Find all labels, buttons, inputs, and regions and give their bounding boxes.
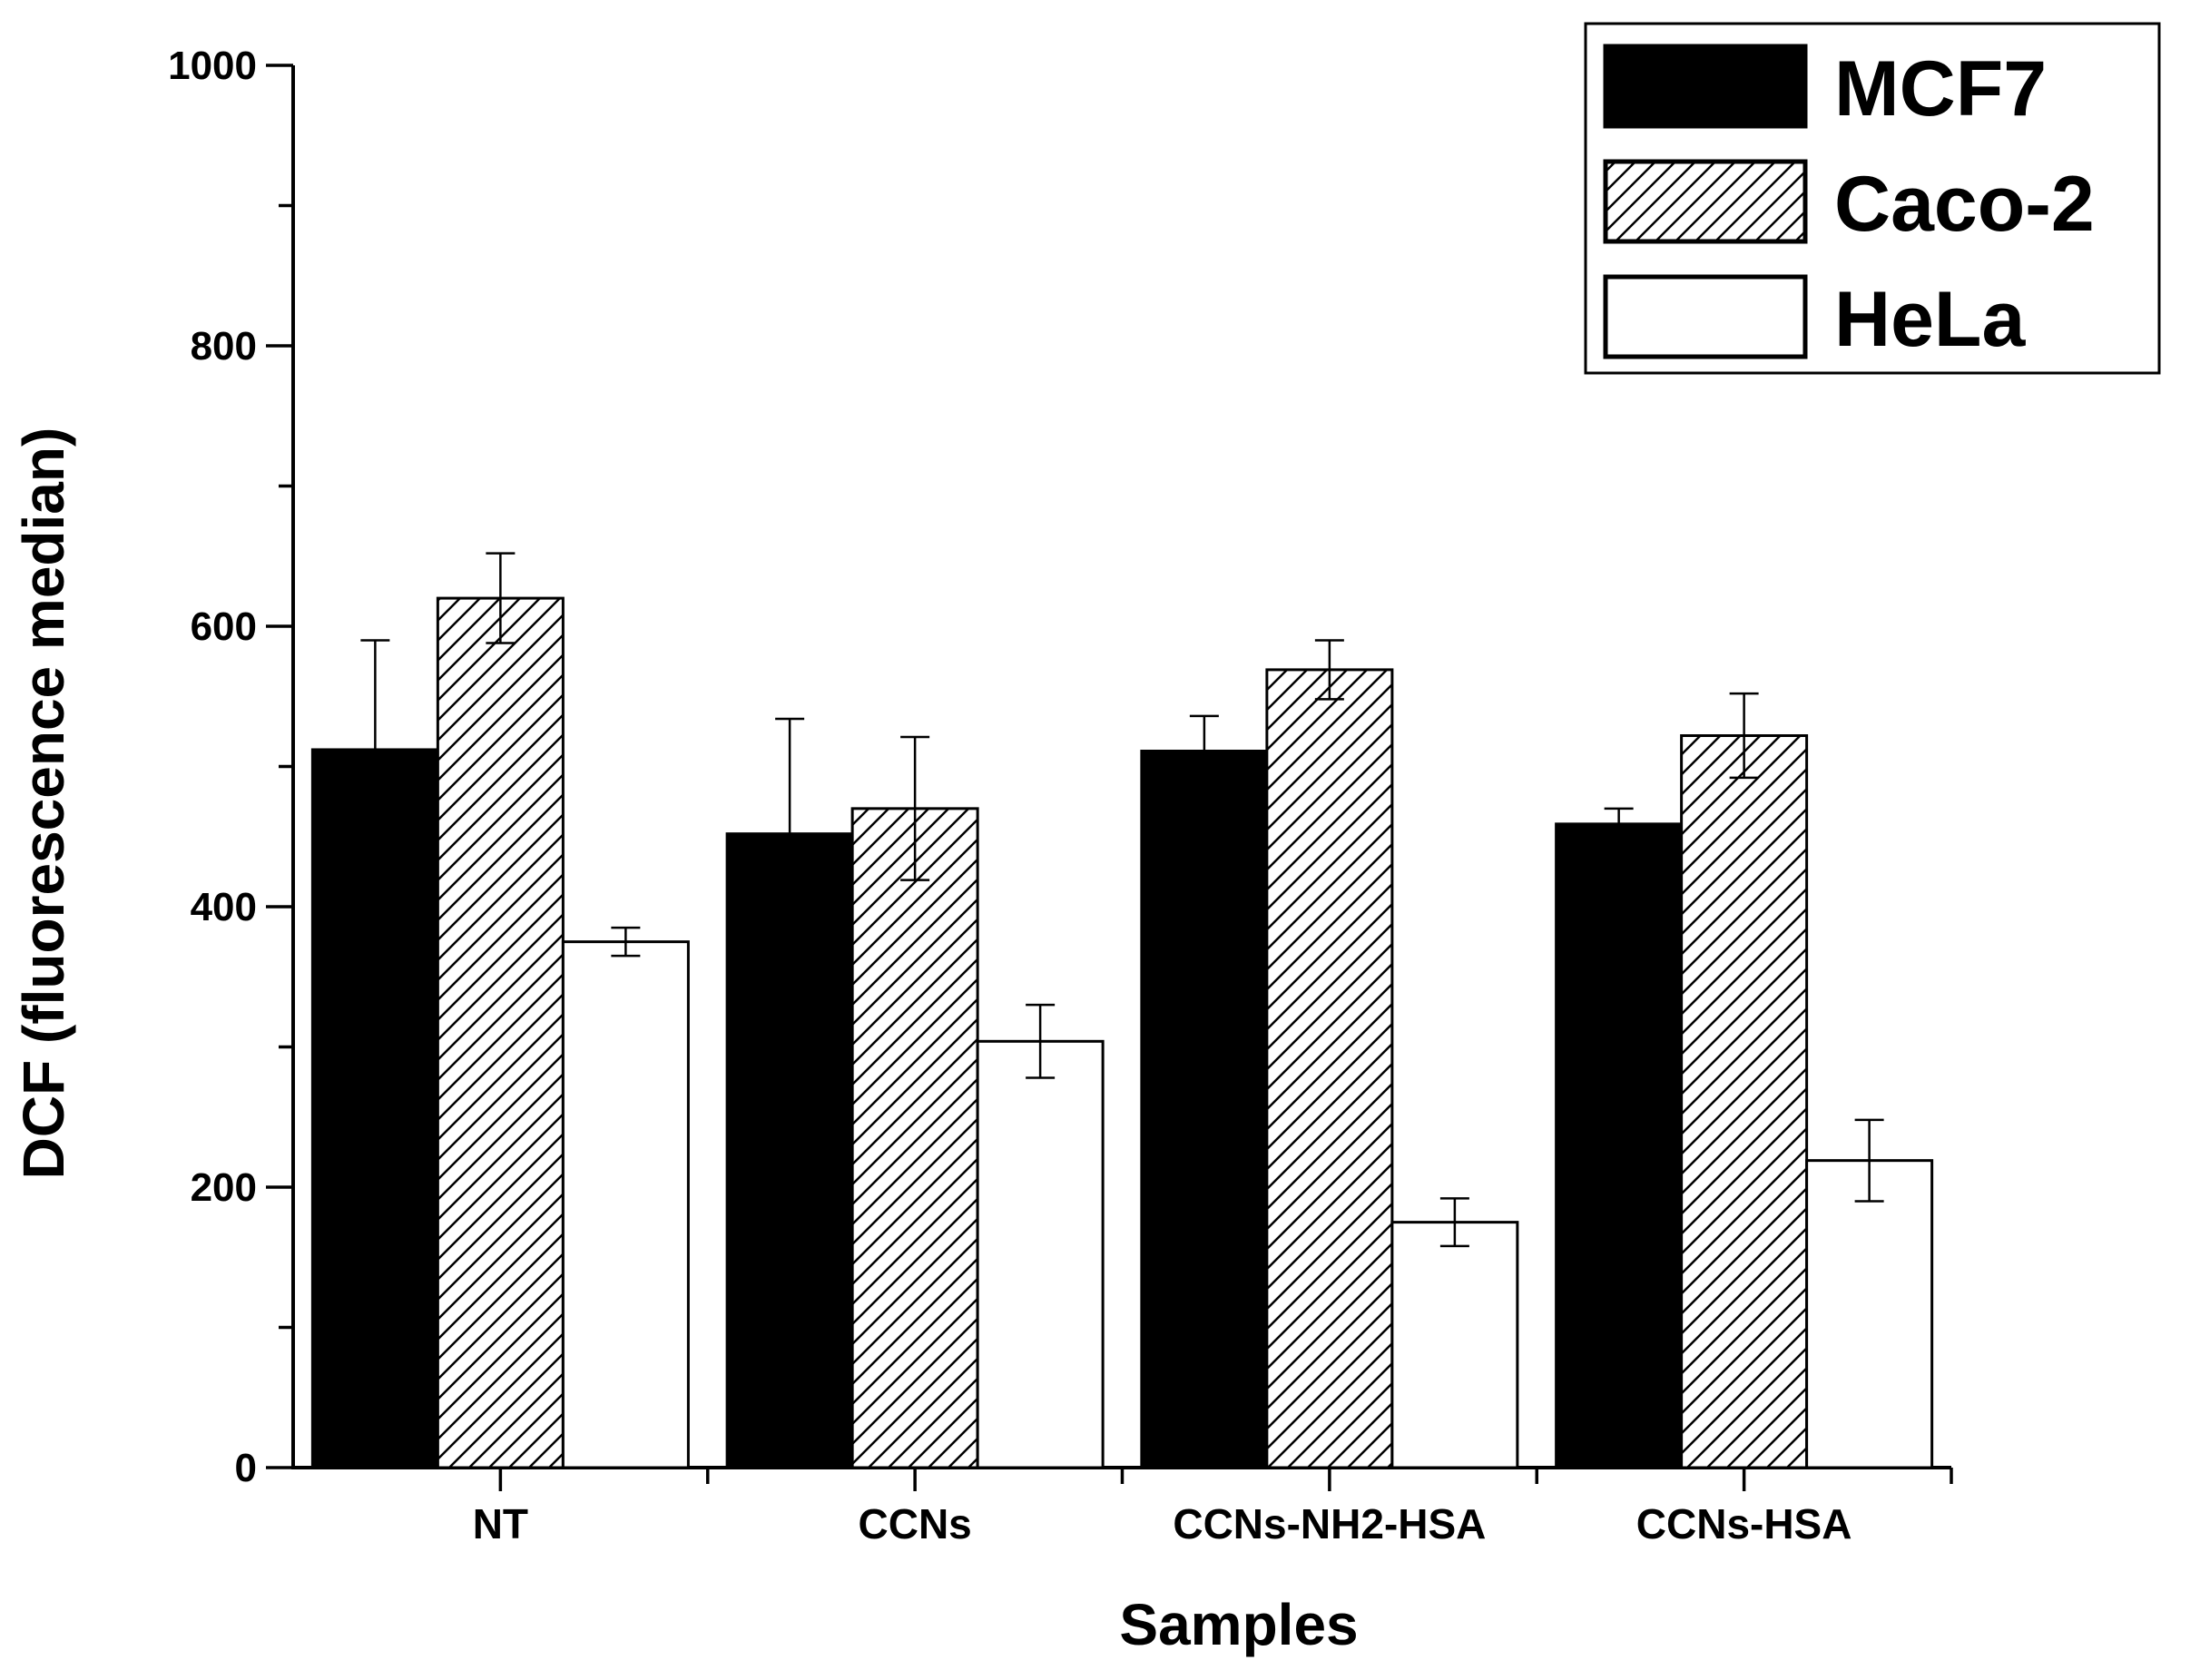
legend: MCF7 Caco-2 HeLa xyxy=(1584,22,2161,375)
bar-caco-2-nt xyxy=(436,596,565,1469)
legend-label-hela: HeLa xyxy=(1834,276,2026,363)
y-tick-label: 600 xyxy=(191,604,257,649)
error-bars xyxy=(360,552,1884,1248)
y-tick-label: 200 xyxy=(191,1165,257,1210)
bar-hela-ccns xyxy=(976,1039,1105,1469)
y-tick-label: 800 xyxy=(191,324,257,368)
bar-mcf7-nt xyxy=(310,748,439,1469)
bars xyxy=(310,596,1934,1469)
y-tick-label: 1000 xyxy=(168,44,257,88)
x-axis-title: Samples xyxy=(1119,1592,1358,1657)
x-tick-label: CCNs xyxy=(859,1500,972,1547)
bar-mcf7-ccns-hsa xyxy=(1555,822,1684,1469)
y-tick-label: 400 xyxy=(191,885,257,929)
x-tick-label: CCNs-HSA xyxy=(1636,1500,1852,1547)
legend-label-caco-2: Caco-2 xyxy=(1834,161,2095,248)
legend-swatch-mcf7 xyxy=(1603,44,1808,129)
bar-mcf7-ccns-nh2-hsa xyxy=(1140,750,1269,1469)
bar-hela-ccns-nh2-hsa xyxy=(1390,1221,1519,1469)
x-tick-label: CCNs-NH2-HSA xyxy=(1173,1500,1486,1547)
bar-caco-2-ccns xyxy=(850,807,979,1469)
y-axis-title: DCF (fluorescence median) xyxy=(11,427,76,1180)
y-tick-label: 0 xyxy=(235,1446,257,1490)
x-tick-label: NT xyxy=(473,1500,528,1547)
legend-swatch-caco-2 xyxy=(1603,159,1808,244)
legend-swatch-hela xyxy=(1603,274,1808,359)
bar-caco-2-ccns-hsa xyxy=(1680,734,1809,1469)
legend-label-mcf7: MCF7 xyxy=(1834,45,2047,133)
bar-caco-2-ccns-nh2-hsa xyxy=(1265,668,1394,1469)
ticks: 0 200 400 600 800 1000 NT CCNs CCNs-NH2-HSA CCNs-… xyxy=(168,44,1953,1547)
bar-hela-ccns-hsa xyxy=(1805,1159,1934,1469)
bar-hela-nt xyxy=(561,940,690,1469)
